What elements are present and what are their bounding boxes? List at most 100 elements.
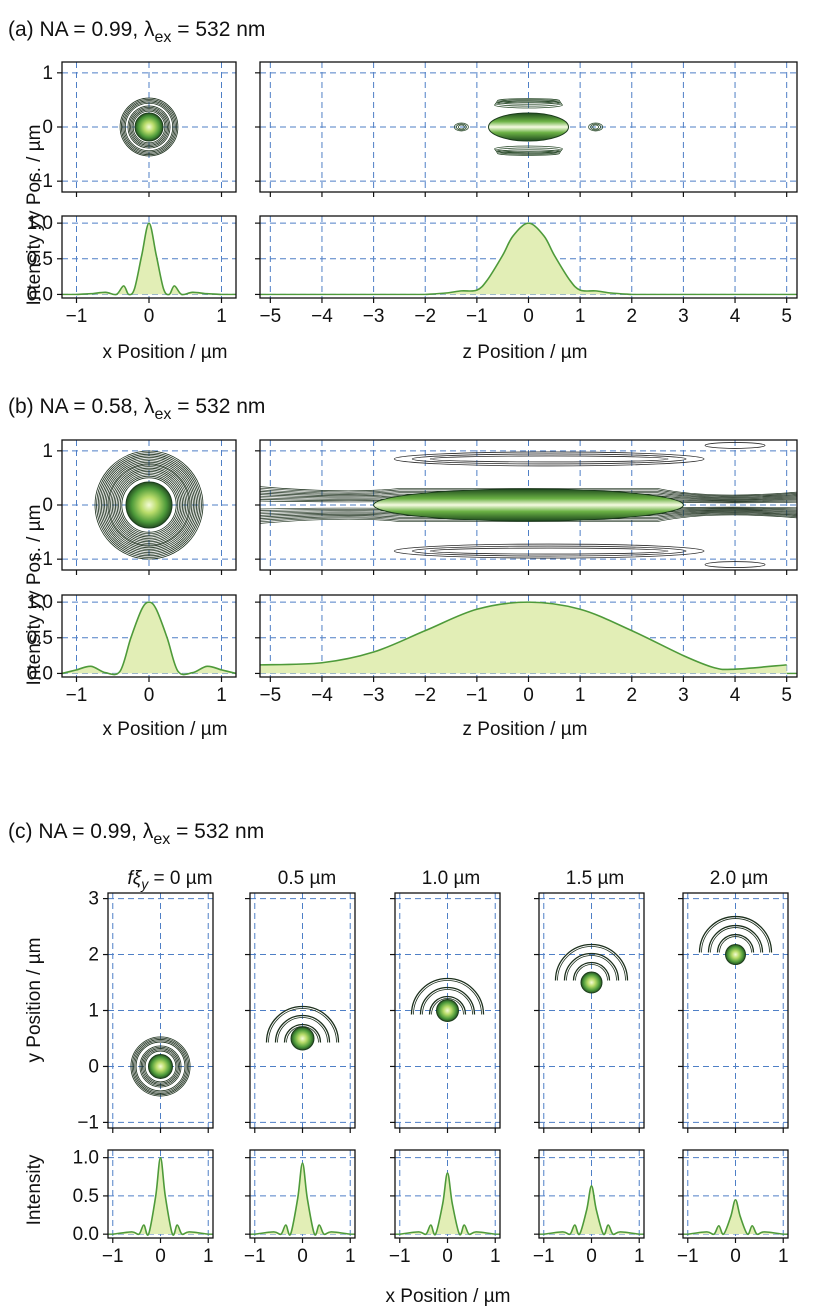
c-xy-plot-0: −1 0 1 2 3 (77, 889, 214, 1133)
b-xy-ring (96, 452, 202, 558)
xlabel-b-z: z Position / µm (463, 719, 588, 740)
y-tick-label: 0.0 (27, 663, 53, 684)
c-xy-arc (707, 924, 764, 953)
x-tick-label: −1 (389, 1246, 411, 1267)
a-xy-ring (122, 100, 176, 154)
a-xy-ring (130, 108, 168, 146)
c-xy-plot-1 (245, 892, 356, 1133)
c-xy-spot (436, 999, 459, 1022)
panel-c-title: (c) NA = 0.99, λex = 532 nm (8, 820, 264, 848)
y-tick-label: 3 (88, 889, 99, 910)
y-tick-label: 0.5 (27, 628, 53, 649)
panel-b-title: (b) NA = 0.58, λex = 532 nm (8, 395, 265, 423)
b-zy-contour (259, 514, 798, 524)
a-zy-axial-lobe (590, 123, 602, 131)
c-xy-spot (725, 944, 746, 966)
b-z-profile-plot: −5 −4 −3 −2 −1 0 1 2 3 4 5 (255, 594, 798, 706)
x-tick-label: −5 (259, 685, 281, 706)
x-tick-label: 0 (144, 306, 155, 327)
c-xy-arc (265, 1005, 340, 1043)
c-xy-arc (268, 1008, 337, 1043)
b-x-profile-fill (62, 602, 236, 675)
b-xy-ring (115, 470, 183, 539)
x-tick-label: −1 (533, 1246, 555, 1267)
b-xy-plot: −1 0 1 (31, 439, 237, 575)
b-zy-side-lobe (393, 451, 705, 467)
xlabel-b-x: x Position / µm (103, 719, 228, 740)
c-xy-ring (131, 1037, 190, 1096)
c-col-title-4: 2.0 µm (710, 868, 768, 889)
a-zy-axial-lobe (453, 122, 469, 132)
y-tick-label: 0 (42, 495, 53, 516)
c-xy-ring (142, 1048, 179, 1085)
a-z-profile-plot: −5 −4 −3 −2 −1 0 1 2 3 4 5 (255, 215, 798, 327)
c-profile-1-fill (254, 1163, 351, 1236)
x-tick-label: 3 (678, 685, 689, 706)
a-x-profile-line (76, 222, 222, 296)
a-xy-ring (124, 102, 174, 152)
c-profile-2-line (399, 1172, 496, 1236)
b-z-profile-fill (260, 602, 787, 674)
c-xy-arc (274, 1014, 331, 1043)
x-tick-label: −1 (244, 1246, 266, 1267)
x-tick-label: 1 (634, 1246, 645, 1267)
c-xy-ring (135, 1041, 186, 1092)
ylabel-b: Intensity yy Pos. / µm (24, 505, 45, 686)
b-xy-ring (116, 472, 182, 538)
b-xy-ring (118, 474, 180, 536)
c-xy-plot-3 (534, 892, 645, 1133)
a-zy-side-lobe (497, 98, 560, 103)
x-tick-label: −1 (677, 1246, 699, 1267)
y-tick-label: 1 (42, 63, 53, 84)
c-xy-spot (290, 1026, 315, 1051)
a-xy-spot (134, 112, 164, 142)
y-tick-label: 1.0 (27, 592, 53, 613)
x-tick-label: −1 (102, 1246, 124, 1267)
c-xy-arc (419, 986, 476, 1015)
b-xy-ring (121, 477, 177, 533)
y-tick-label: −1 (77, 1112, 99, 1133)
a-xy-ring (119, 97, 179, 157)
a-x-profile-plot: 0.0 0.5 1.0 −1 0 1 (27, 213, 237, 327)
ylabel-a: Intensity yy Pos. / µm (24, 125, 45, 306)
y-tick-label: 0.5 (27, 249, 53, 270)
xlabel-c: x Position / µm (386, 1286, 511, 1307)
x-tick-label: 5 (781, 685, 792, 706)
c-xy-arc (431, 998, 464, 1015)
y-tick-label: 1 (88, 1001, 99, 1022)
a-xy-ring (132, 110, 166, 144)
xlabel-a-x: x Position / µm (103, 342, 228, 363)
y-tick-label: 0 (42, 117, 53, 138)
x-tick-label: 1 (216, 306, 227, 327)
c-xy-arc (422, 989, 473, 1015)
y-tick-label: 0 (88, 1056, 99, 1077)
x-tick-label: −3 (363, 306, 385, 327)
b-xy-ring (102, 458, 196, 552)
a-zy-axial-lobe (455, 123, 467, 131)
c-profile-4-line (687, 1198, 784, 1236)
x-tick-label: −1 (66, 685, 88, 706)
b-xy-ring (110, 466, 188, 544)
b-xy-ring (119, 475, 179, 535)
a-zy-axial-lobe (588, 122, 604, 132)
y-tick-label: 0.0 (73, 1224, 99, 1245)
a-xy-plot: −1 0 1 (31, 61, 237, 197)
b-zy-side-lobe (411, 545, 687, 557)
b-zy-spot (373, 488, 684, 522)
y-tick-label: 1.0 (27, 213, 53, 234)
y-tick-label: 1 (42, 441, 53, 462)
c-xy-arc (557, 946, 626, 981)
x-tick-label: 4 (730, 685, 741, 706)
x-tick-label: −1 (466, 306, 488, 327)
c-col-title-1: 0.5 µm (278, 868, 336, 889)
x-tick-label: −2 (414, 685, 436, 706)
a-xy-ring (127, 105, 171, 149)
x-tick-label: 0 (523, 306, 534, 327)
c-profile-4-fill (687, 1199, 784, 1235)
c-xy-ring (144, 1050, 177, 1083)
ylabel-c-top: y Position / µm (24, 938, 45, 1063)
x-tick-label: 1 (216, 685, 227, 706)
a-zy-spot (488, 112, 569, 142)
c-col-title-3: 1.5 µm (566, 868, 624, 889)
